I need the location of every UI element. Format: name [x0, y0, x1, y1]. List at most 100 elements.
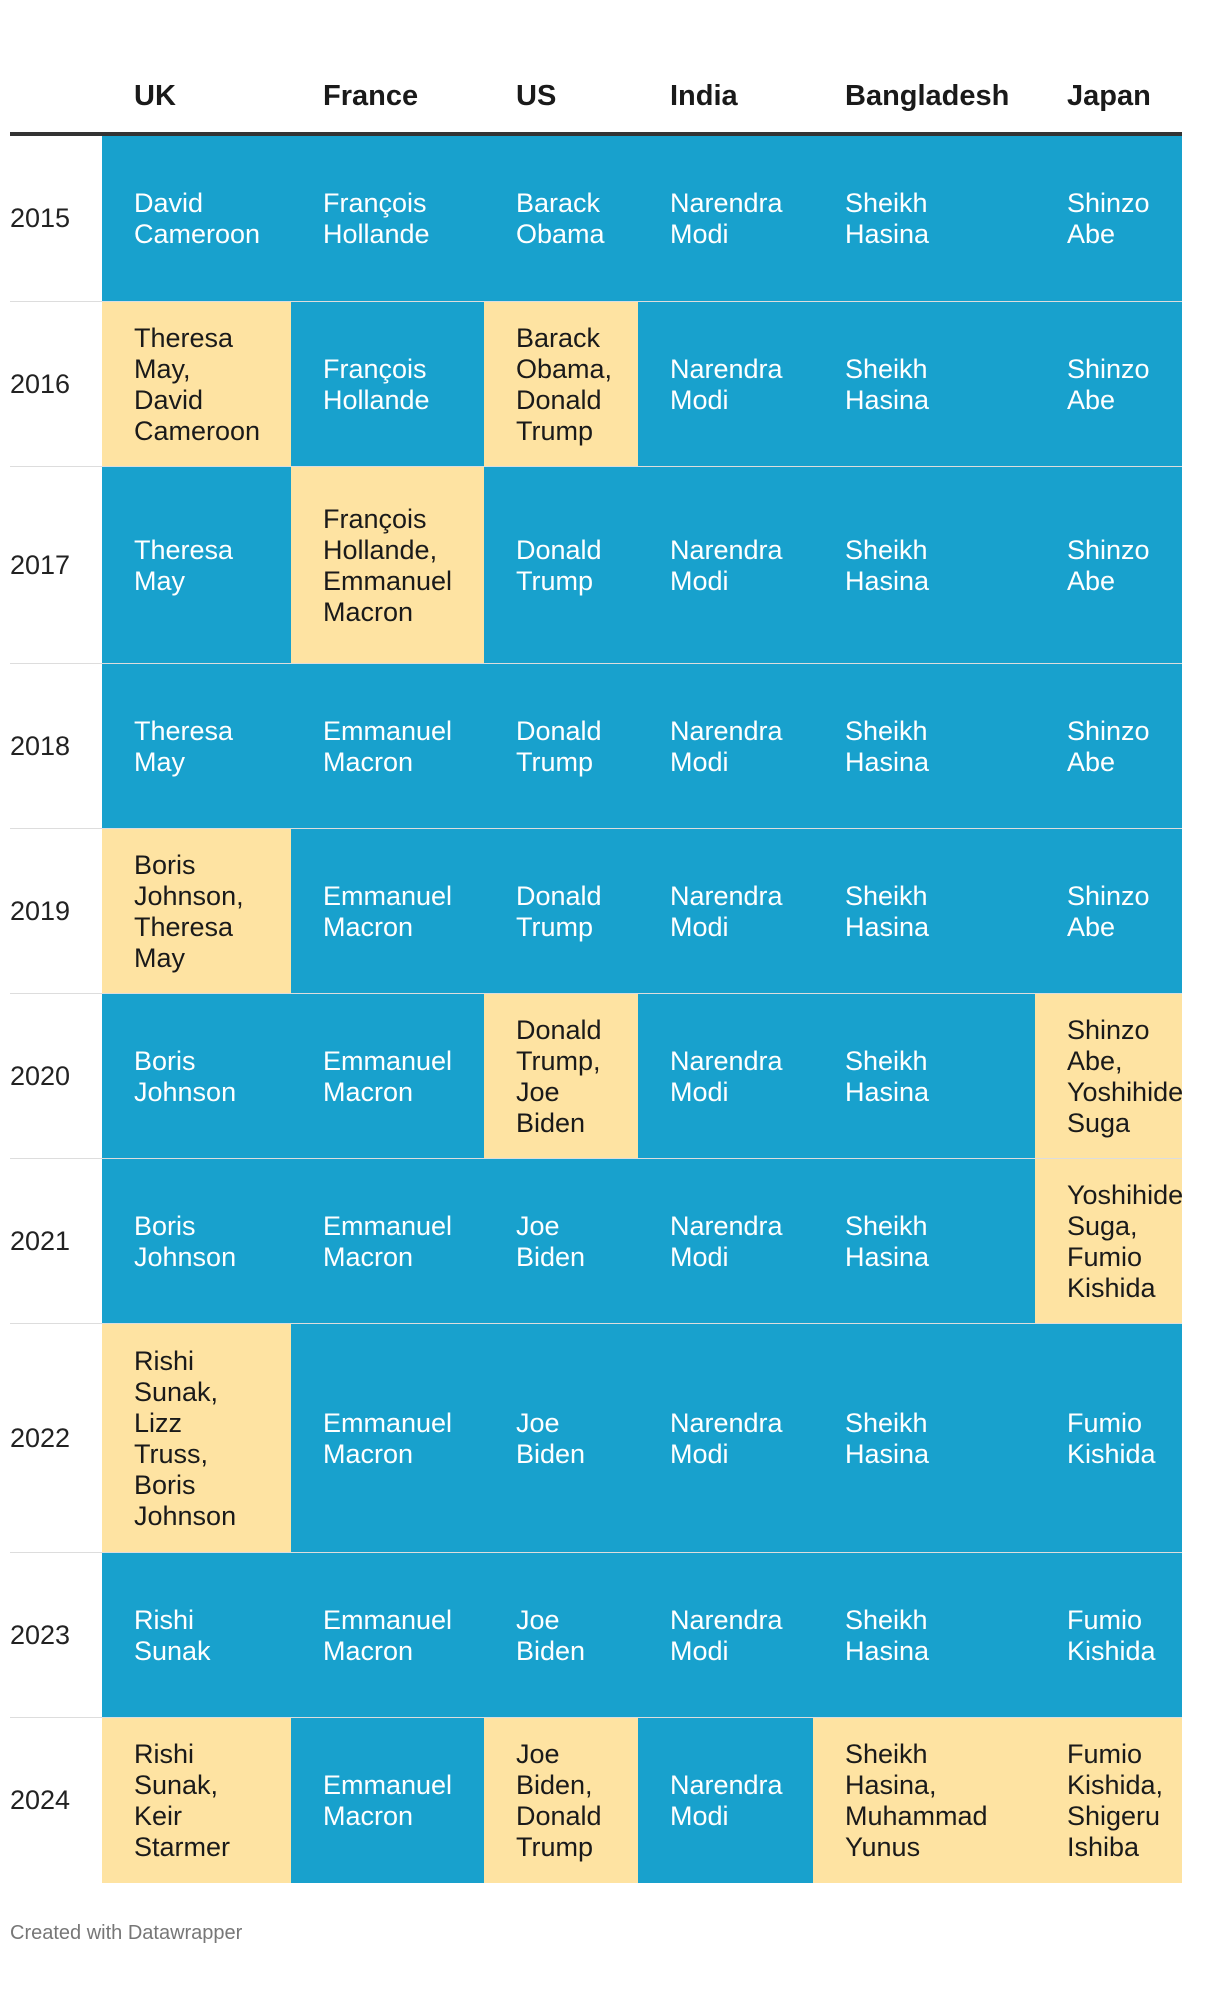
leader-name: Donald Trump, Joe Biden: [516, 1014, 602, 1138]
leader-cell-us-2019: Donald Trump: [484, 829, 638, 994]
leader-name: Emmanuel Macron: [323, 1045, 453, 1107]
leader-cell-japan-2019: Shinzo Abe: [1035, 829, 1182, 994]
leader-name: Shinzo Abe: [1067, 534, 1150, 596]
leader-name: Shinzo Abe, Yoshihide Suga: [1067, 1014, 1182, 1138]
leader-cell-us-2015: Barack Obama: [484, 136, 638, 301]
leader-name: Emmanuel Macron: [323, 1769, 453, 1831]
leader-cell-india-2015: Narendra Modi: [638, 136, 813, 301]
leader-name: Boris Johnson: [134, 1045, 237, 1107]
row-year-label: 2018: [10, 731, 71, 761]
leader-cell-japan-2023: Fumio Kishida: [1035, 1553, 1182, 1718]
leader-cell-bangladesh-2015: Sheikh Hasina: [813, 136, 1035, 301]
leader-cell-japan-2024: Fumio Kishida, Shigeru Ishiba: [1035, 1718, 1182, 1883]
leader-cell-uk-2018: Theresa May: [102, 664, 291, 829]
leader-name: Sheikh Hasina, Muhammad Yunus: [845, 1738, 988, 1862]
row-year-label: 2024: [10, 1785, 71, 1815]
leader-cell-us-2017: Donald Trump: [484, 467, 638, 664]
leader-cell-uk-2022: Rishi Sunak, Lizz Truss, Boris Johnson: [102, 1324, 291, 1553]
leader-name: Fumio Kishida: [1067, 1604, 1156, 1666]
table-row: 2016 Theresa May, David Cameroon François …: [10, 301, 1182, 467]
leader-cell-bangladesh-2020: Sheikh Hasina: [813, 994, 1035, 1159]
leader-cell-us-2020: Donald Trump, Joe Biden: [484, 994, 638, 1159]
leader-cell-uk-2021: Boris Johnson: [102, 1159, 291, 1324]
leader-cell-bangladesh-2024: Sheikh Hasina, Muhammad Yunus: [813, 1718, 1035, 1883]
leader-name: Sheikh Hasina: [845, 353, 930, 415]
leader-cell-france-2016: François Hollande: [291, 302, 484, 467]
row-year-label: 2017: [10, 550, 71, 580]
leader-name: Sheikh Hasina: [845, 534, 930, 596]
table-row: 2015 David Cameroon François Hollande Barac…: [10, 136, 1182, 301]
leader-name: Barack Obama, Donald Trump: [516, 322, 613, 446]
leader-cell-india-2020: Narendra Modi: [638, 994, 813, 1159]
leader-name: Fumio Kishida, Shigeru Ishiba: [1067, 1738, 1164, 1862]
leader-name: Narendra Modi: [670, 1604, 783, 1666]
leader-cell-india-2016: Narendra Modi: [638, 302, 813, 467]
leader-name: Donald Trump: [516, 715, 602, 777]
leader-cell-uk-2019: Boris Johnson, Theresa May: [102, 829, 291, 994]
leader-name: Theresa May: [134, 534, 234, 596]
leader-name: Sheikh Hasina: [845, 715, 930, 777]
table-row: 2022 Rishi Sunak, Lizz Truss, Boris Johns…: [10, 1323, 1182, 1553]
leader-name: Fumio Kishida: [1067, 1407, 1156, 1469]
column-header-us: US: [516, 80, 557, 112]
credit-footer[interactable]: Created with Datawrapper: [10, 1922, 243, 1944]
leader-cell-india-2023: Narendra Modi: [638, 1553, 813, 1718]
row-year-label: 2023: [10, 1620, 71, 1650]
leader-name: Narendra Modi: [670, 715, 783, 777]
table-header: UK France US India Bangladesh Japan: [10, 60, 1182, 136]
leader-name: Shinzo Abe: [1067, 187, 1150, 249]
leader-cell-france-2020: Emmanuel Macron: [291, 994, 484, 1159]
leader-name: Shinzo Abe: [1067, 880, 1150, 942]
leader-cell-us-2024: Joe Biden, Donald Trump: [484, 1718, 638, 1883]
column-header-france: France: [323, 80, 419, 112]
leader-name: Sheikh Hasina: [845, 1407, 930, 1469]
leader-name: Sheikh Hasina: [845, 1210, 930, 1272]
leader-name: Joe Biden: [516, 1210, 586, 1272]
leader-name: Emmanuel Macron: [323, 1604, 453, 1666]
leader-name: François Hollande, Emmanuel Macron: [323, 503, 453, 627]
leader-cell-bangladesh-2022: Sheikh Hasina: [813, 1324, 1035, 1553]
leader-name: David Cameroon: [134, 187, 261, 249]
leader-cell-india-2022: Narendra Modi: [638, 1324, 813, 1553]
leader-cell-france-2024: Emmanuel Macron: [291, 1718, 484, 1883]
row-year-label: 2016: [10, 369, 71, 399]
table-row: 2024 Rishi Sunak, Keir Starmer Emmanuel Ma…: [10, 1717, 1182, 1883]
leader-name: Narendra Modi: [670, 534, 783, 596]
leader-cell-bangladesh-2021: Sheikh Hasina: [813, 1159, 1035, 1324]
leader-cell-us-2018: Donald Trump: [484, 664, 638, 829]
leader-name: Narendra Modi: [670, 353, 783, 415]
row-year-label: 2019: [10, 896, 71, 926]
leader-cell-uk-2015: David Cameroon: [102, 136, 291, 301]
leader-cell-bangladesh-2017: Sheikh Hasina: [813, 467, 1035, 664]
leader-name: Theresa May: [134, 715, 234, 777]
row-year-label: 2022: [10, 1423, 71, 1453]
leader-cell-france-2023: Emmanuel Macron: [291, 1553, 484, 1718]
leader-cell-bangladesh-2016: Sheikh Hasina: [813, 302, 1035, 467]
leader-cell-india-2017: Narendra Modi: [638, 467, 813, 664]
leader-cell-us-2023: Joe Biden: [484, 1553, 638, 1718]
leader-cell-bangladesh-2018: Sheikh Hasina: [813, 664, 1035, 829]
leader-name: François Hollande: [323, 353, 430, 415]
leader-name: Emmanuel Macron: [323, 715, 453, 777]
leader-cell-uk-2024: Rishi Sunak, Keir Starmer: [102, 1718, 291, 1883]
leader-name: Rishi Sunak, Lizz Truss, Boris Johnson: [134, 1345, 237, 1531]
table-row: 2021 Boris Johnson Emmanuel Macron Joe Bide…: [10, 1158, 1182, 1324]
leader-cell-us-2016: Barack Obama, Donald Trump: [484, 302, 638, 467]
leader-cell-france-2017: François Hollande, Emmanuel Macron: [291, 467, 484, 664]
leader-cell-india-2019: Narendra Modi: [638, 829, 813, 994]
leader-name: Joe Biden: [516, 1604, 586, 1666]
leader-name: Barack Obama: [516, 187, 605, 249]
leader-name: Donald Trump: [516, 534, 602, 596]
leader-name: Donald Trump: [516, 880, 602, 942]
leader-cell-france-2022: Emmanuel Macron: [291, 1324, 484, 1553]
leader-name: Narendra Modi: [670, 1210, 783, 1272]
leader-cell-uk-2023: Rishi Sunak: [102, 1553, 291, 1718]
leader-name: Joe Biden: [516, 1407, 586, 1469]
leader-cell-india-2024: Narendra Modi: [638, 1718, 813, 1883]
leader-name: Sheikh Hasina: [845, 187, 930, 249]
leader-cell-japan-2020: Shinzo Abe, Yoshihide Suga: [1035, 994, 1182, 1159]
leader-name: Emmanuel Macron: [323, 1407, 453, 1469]
row-year-label: 2020: [10, 1061, 71, 1091]
leader-name: Joe Biden, Donald Trump: [516, 1738, 602, 1862]
